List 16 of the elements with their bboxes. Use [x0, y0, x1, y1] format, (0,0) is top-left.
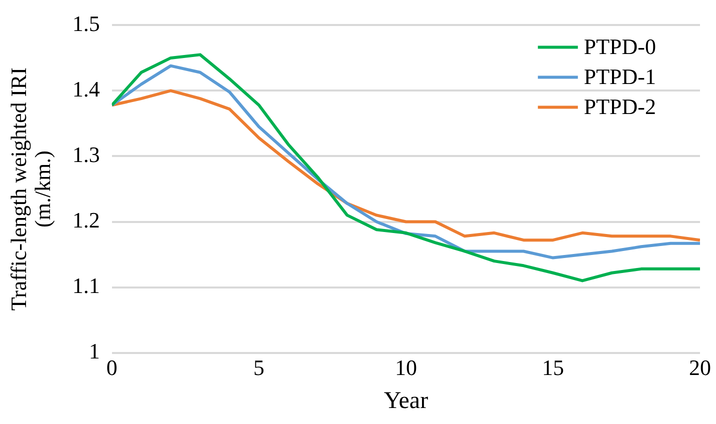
x-tick-label: 0: [106, 354, 118, 380]
y-tick-label: 1.5: [72, 10, 100, 36]
legend-label: PTPD-0: [584, 34, 656, 59]
x-tick-label: 20: [689, 354, 711, 380]
x-tick-label: 15: [542, 354, 564, 380]
y-tick-label: 1.4: [72, 76, 100, 102]
y-tick-label: 1: [88, 338, 100, 364]
y-axis-title: Traffic-length weighted IRI (m./km.): [6, 67, 56, 311]
legend-label: PTPD-1: [584, 64, 656, 89]
x-axis-title: Year: [384, 388, 428, 414]
x-tick-label: 10: [394, 354, 417, 380]
x-tick-label: 5: [253, 354, 264, 380]
y-tick-label: 1.3: [72, 142, 100, 168]
y-tick-label: 1.1: [72, 273, 100, 298]
y-tick-label: 1.2: [72, 208, 100, 233]
legend-label: PTPD-2: [584, 94, 656, 119]
